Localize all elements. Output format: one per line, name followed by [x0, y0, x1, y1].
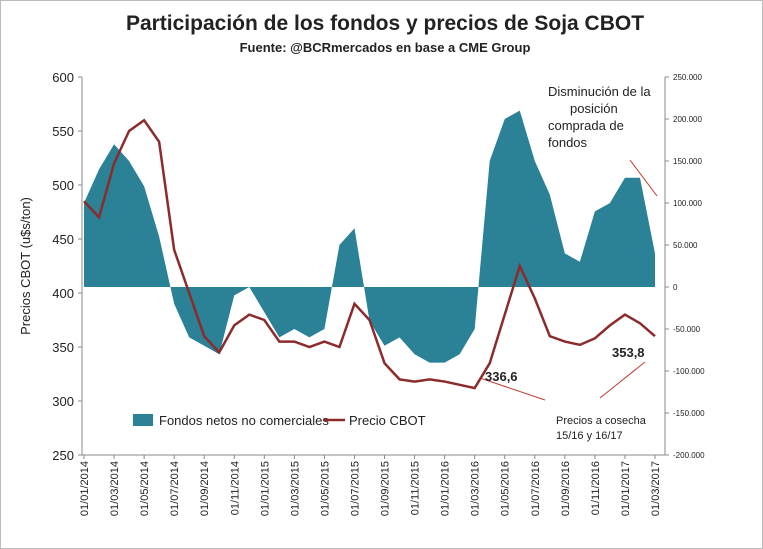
price-line	[83, 118, 656, 390]
x-tick-label: 01/09/2016	[560, 461, 572, 516]
y-tick-label: 350	[52, 340, 74, 355]
y2-tick-label: 250.000	[673, 73, 702, 82]
y2-tick-label: 200.000	[673, 115, 702, 124]
x-tick-label: 01/01/2017	[620, 461, 632, 516]
annotation: Precios a cosecha 15/16 y 16/17	[556, 415, 647, 442]
y-tick-label: 450	[52, 232, 74, 247]
chart-title: Participación de los fondos y precios de…	[126, 12, 644, 35]
arrow	[599, 361, 646, 399]
y-tick-label: 600	[52, 70, 74, 85]
x-tick-label: 01/09/2015	[380, 461, 392, 516]
x-tick-label: 01/11/2016	[590, 461, 602, 515]
x-tick-label: 01/03/2015	[289, 461, 301, 516]
y2-tick-label: 50.000	[673, 241, 698, 250]
y-tick-label: 550	[52, 124, 74, 139]
y2-tick-label: -150.000	[673, 409, 705, 418]
y2-tick-label: -100.000	[673, 367, 705, 376]
x-tick-label: 01/03/2016	[470, 461, 482, 516]
x-tick-label: 01/11/2014	[229, 461, 241, 515]
y-tick-label: 400	[52, 286, 74, 301]
y-tick-label: 300	[52, 394, 74, 409]
x-tick-label: 01/01/2014	[79, 461, 91, 516]
y-axis-label: Precios CBOT (u$s/ton)	[18, 197, 33, 335]
y-tick-label: 500	[52, 178, 74, 193]
funds-area	[84, 110, 655, 363]
x-tick-label: 01/05/2016	[500, 461, 512, 516]
x-tick-label: 01/05/2014	[139, 461, 151, 516]
y2-tick-label: 150.000	[673, 157, 702, 166]
x-tick-label: 01/07/2015	[349, 461, 361, 516]
x-tick-label: 01/11/2015	[410, 461, 422, 515]
x-tick-label: 01/07/2016	[530, 461, 542, 516]
x-tick-label: 01/05/2015	[319, 461, 331, 516]
x-tick-label: 01/01/2015	[259, 461, 271, 516]
x-tick-label: 01/09/2014	[199, 461, 211, 516]
x-tick-label: 01/03/2014	[109, 461, 121, 516]
annotation: Disminución de la posición comprada de fond…	[548, 84, 651, 150]
x-tick-label: 01/03/2017	[650, 461, 662, 516]
arrow	[479, 377, 546, 401]
y2-tick-label: 0	[673, 283, 678, 292]
annotations: Disminución de la posición comprada de fond…	[479, 84, 658, 442]
legend-swatch	[133, 414, 153, 426]
x-tick-label: 01/01/2016	[440, 461, 452, 516]
y-tick-label: 250	[52, 448, 74, 463]
legend-label: Precio CBOT	[349, 413, 426, 428]
y2-tick-label: -200.000	[673, 451, 705, 460]
y2-tick-label: 100.000	[673, 199, 702, 208]
x-tick-label: 01/07/2014	[169, 461, 181, 516]
legend-label: Fondos netos no comerciales	[159, 413, 329, 428]
annotation: 336,6	[485, 369, 518, 384]
y2-tick-label: -50.000	[673, 325, 701, 334]
annotation: 353,8	[612, 345, 645, 360]
chart-subtitle: Fuente: @BCRmercados en base a CME Group	[240, 40, 531, 55]
arrow	[629, 159, 658, 197]
